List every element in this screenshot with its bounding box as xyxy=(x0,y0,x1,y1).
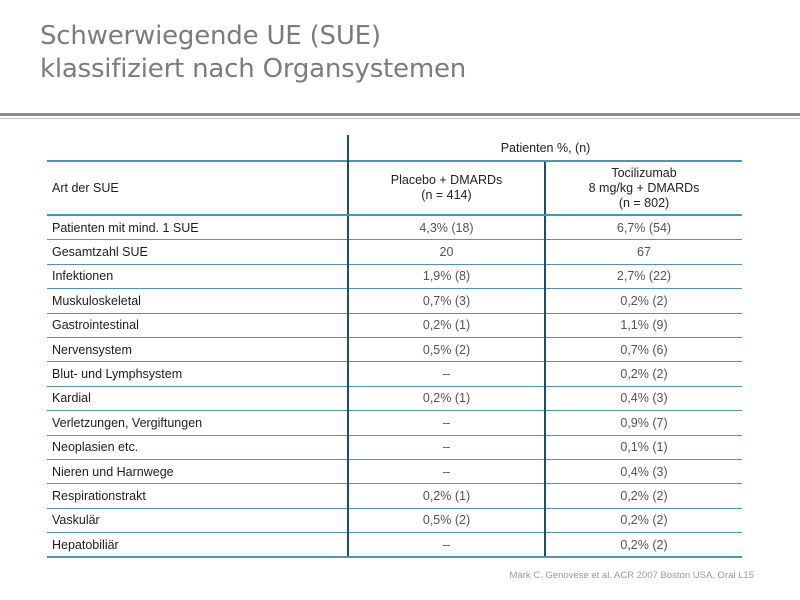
row-label: Muskuloskeletal xyxy=(47,288,348,314)
placebo-value: 20 xyxy=(347,239,545,265)
placebo-value: 4,3% (18) xyxy=(347,215,545,241)
table-row: Muskuloskeletal 0,7% (3) 0,2% (2) xyxy=(47,288,743,314)
row-label: Gesamtzahl SUE xyxy=(47,239,348,265)
table-group-header-row: Patienten %, (n) xyxy=(47,135,743,162)
tocilizumab-value: 0,4% (3) xyxy=(543,386,743,412)
tocilizumab-value: 0,1% (1) xyxy=(543,435,743,460)
tocilizumab-value: 1,1% (9) xyxy=(543,313,743,338)
row-label: Nieren und Harnwege xyxy=(47,459,348,485)
tocilizumab-value: 67 xyxy=(543,239,743,265)
column-header-placebo-line-2: (n = 414) xyxy=(421,188,472,202)
placebo-value: – xyxy=(347,435,545,460)
table-row: Nervensystem 0,5% (2) 0,7% (6) xyxy=(47,337,743,363)
table-corner-cell xyxy=(47,135,348,161)
tocilizumab-value: 0,2% (2) xyxy=(543,288,743,314)
title-divider-thin xyxy=(0,118,800,119)
column-header-placebo-line-1: Placebo + DMARDs xyxy=(390,173,503,187)
tocilizumab-value: 0,4% (3) xyxy=(543,459,743,485)
row-label: Verletzungen, Vergiftungen xyxy=(47,410,348,436)
tocilizumab-value: 0,7% (6) xyxy=(543,337,743,363)
column-header-tocilizumab-line-1: Tocilizumab xyxy=(611,165,677,180)
table-row: Nieren und Harnwege – 0,4% (3) xyxy=(47,459,743,485)
group-header: Patienten %, (n) xyxy=(346,135,743,162)
table-row: Gastrointestinal 0,2% (1) 1,1% (9) xyxy=(47,313,743,338)
table-row: Infektionen 1,9% (8) 2,7% (22) xyxy=(47,264,743,290)
row-label: Respirationstrakt xyxy=(47,483,348,509)
placebo-value: – xyxy=(347,410,545,436)
placebo-value: 0,5% (2) xyxy=(347,508,545,534)
row-label: Neoplasien etc. xyxy=(47,435,348,460)
table-row: Respirationstrakt 0,2% (1) 0,2% (2) xyxy=(47,483,743,509)
table-row: Blut- und Lymphsystem – 0,2% (2) xyxy=(47,361,743,387)
tocilizumab-value: 6,7% (54) xyxy=(543,215,743,241)
table-row: Patienten mit mind. 1 SUE 4,3% (18) 6,7%… xyxy=(47,215,743,241)
tocilizumab-value: 0,2% (2) xyxy=(543,483,743,509)
slide-title-line-2: klassifiziert nach Organsystemen xyxy=(40,54,467,84)
placebo-value: 1,9% (8) xyxy=(347,264,545,290)
row-label: Gastrointestinal xyxy=(47,313,348,338)
tocilizumab-value: 2,7% (22) xyxy=(543,264,743,290)
column-header-tocilizumab-line-2: 8 mg/kg + DMARDs xyxy=(588,180,700,195)
table-row: Verletzungen, Vergiftungen – 0,9% (7) xyxy=(47,410,743,436)
placebo-value: – xyxy=(347,459,545,485)
placebo-value: – xyxy=(347,532,545,559)
table-row: Vaskulär 0,5% (2) 0,2% (2) xyxy=(47,508,743,534)
tocilizumab-value: 0,9% (7) xyxy=(543,410,743,436)
table-header-row: Art der SUE Placebo + DMARDs (n = 414) T… xyxy=(47,160,743,216)
placebo-value: 0,2% (1) xyxy=(347,313,545,338)
tocilizumab-value: 0,2% (2) xyxy=(543,532,743,559)
column-header-tocilizumab-line-3: (n = 802) xyxy=(618,195,670,210)
placebo-value: 0,5% (2) xyxy=(347,337,545,363)
row-label: Patienten mit mind. 1 SUE xyxy=(47,215,348,241)
row-label: Hepatobiliär xyxy=(47,532,348,559)
table-row: Hepatobiliär – 0,2% (2) xyxy=(47,532,743,559)
slide-title-line-1: Schwerwiegende UE (SUE) xyxy=(40,21,381,51)
table-row: Kardial 0,2% (1) 0,4% (3) xyxy=(47,386,743,412)
row-label: Infektionen xyxy=(47,264,348,290)
row-label: Kardial xyxy=(47,386,348,412)
placebo-value: 0,2% (1) xyxy=(347,483,545,509)
row-label: Vaskulär xyxy=(47,508,348,534)
column-header-placebo: Placebo + DMARDs (n = 414) xyxy=(347,160,545,216)
tocilizumab-value: 0,2% (2) xyxy=(543,361,743,387)
placebo-value: – xyxy=(347,361,545,387)
slide-title: Schwerwiegende UE (SUE) klassifiziert na… xyxy=(40,20,780,86)
source-citation: Mark C. Genovese et al. ACR 2007 Boston … xyxy=(509,570,754,581)
table-row: Gesamtzahl SUE 20 67 xyxy=(47,239,743,265)
row-header-label: Art der SUE xyxy=(47,160,348,216)
title-divider xyxy=(0,113,800,116)
table-body: Patienten mit mind. 1 SUE 4,3% (18) 6,7%… xyxy=(47,215,743,559)
table-row: Neoplasien etc. – 0,1% (1) xyxy=(47,435,743,460)
placebo-value: 0,7% (3) xyxy=(347,288,545,314)
sue-table: Patienten %, (n) Art der SUE Placebo + D… xyxy=(47,135,743,559)
placebo-value: 0,2% (1) xyxy=(347,386,545,412)
tocilizumab-value: 0,2% (2) xyxy=(543,508,743,534)
row-label: Blut- und Lymphsystem xyxy=(47,361,348,387)
column-header-tocilizumab: Tocilizumab 8 mg/kg + DMARDs (n = 802) xyxy=(543,160,743,216)
row-label: Nervensystem xyxy=(47,337,348,363)
